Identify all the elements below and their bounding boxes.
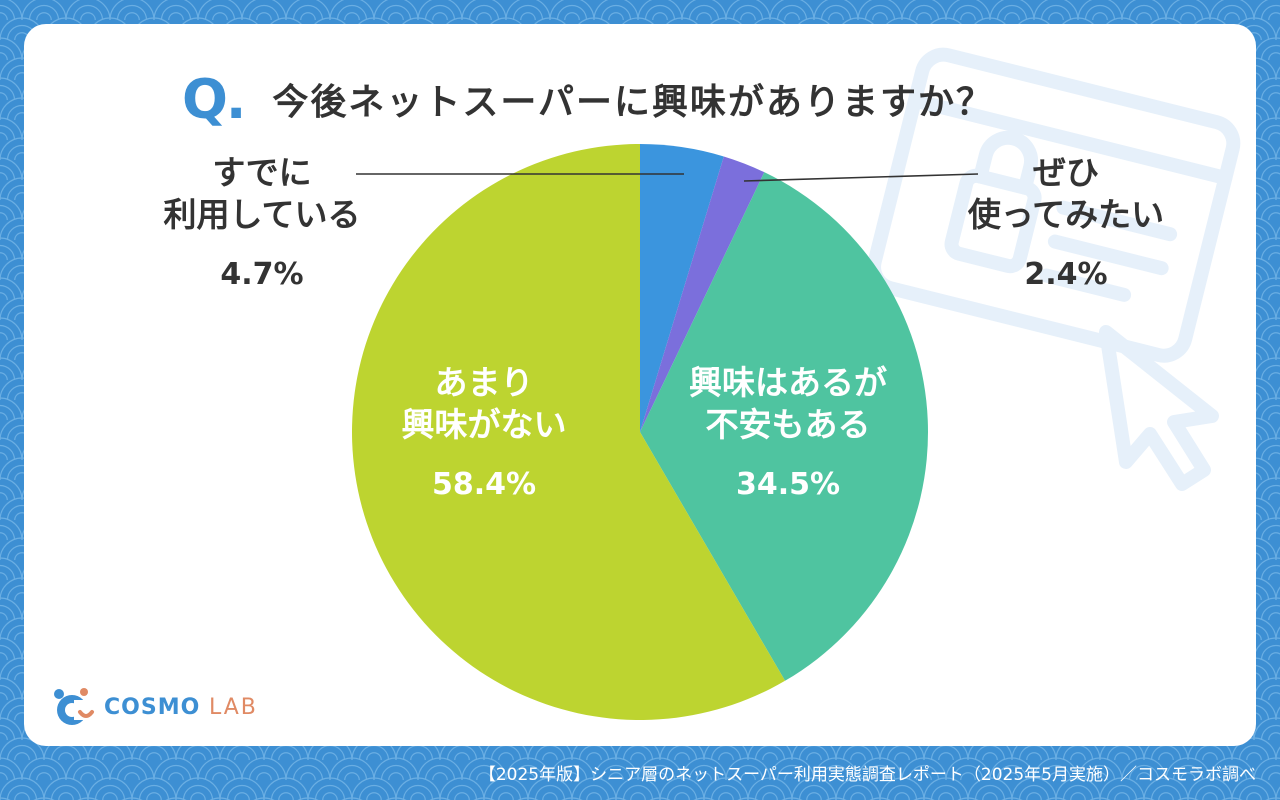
logo-text: COSMO LAB [104, 695, 258, 720]
slice-label-want: ぜひ [1033, 153, 1099, 192]
logo-cosmo: COSMO [104, 694, 201, 720]
slice-label-not: あまり [435, 363, 534, 402]
slice-value-interested: 34.5% [736, 467, 840, 502]
slice-label-not: 興味がない [402, 405, 567, 444]
pie-slice-interested [640, 172, 928, 681]
online-shop-decoration-icon [867, 47, 1241, 491]
question-text: 今後ネットスーパーに興味がありますか？ [272, 82, 995, 123]
pie-slice-already [640, 144, 724, 432]
slice-label-interested: 不安もある [706, 405, 871, 444]
cosmo-lab-logo: COSMO LAB [50, 686, 258, 728]
source-note: 【2025年版】シニア層のネットスーパー利用実態調査レポート（2025年5月実施… [478, 765, 1256, 785]
question-mark: Q [182, 67, 228, 131]
slice-label-already: 利用している [163, 195, 360, 234]
slice-label-already: すでに [212, 153, 311, 192]
cosmo-lab-mascot-icon [54, 688, 96, 725]
slice-value-want: 2.4% [1024, 257, 1107, 292]
slice-value-not: 58.4% [432, 467, 536, 502]
slice-value-already: 4.7% [220, 257, 303, 292]
logo-lab: LAB [208, 694, 258, 720]
slice-label-want: 使ってみたい [968, 195, 1164, 234]
pie-slice-not [351, 144, 786, 721]
slice-label-interested: 興味はあるが [689, 363, 887, 402]
question-title: Q . 今後ネットスーパーに興味がありますか？ [182, 64, 994, 134]
leader-line-want [743, 173, 979, 182]
question-dot: . [225, 67, 247, 131]
pie-slice-want [640, 156, 765, 433]
